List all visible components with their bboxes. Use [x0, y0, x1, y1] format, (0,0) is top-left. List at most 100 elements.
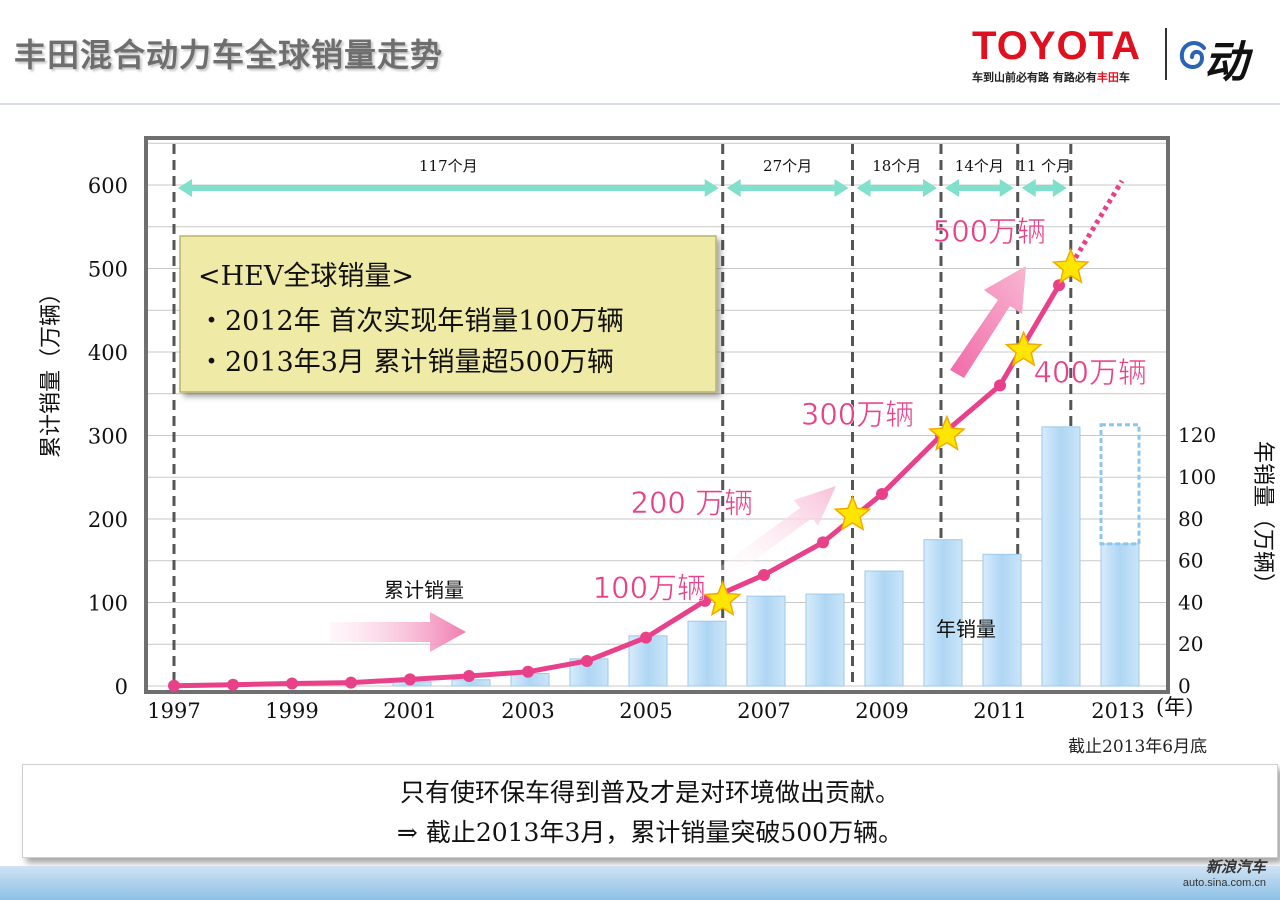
period-label: 14个月 — [955, 157, 1004, 175]
milestone-label: 200 万辆 — [631, 486, 754, 520]
y-left-tick-label: 500 — [88, 258, 128, 282]
swirl-logo-icon — [1179, 41, 1206, 69]
projected-bar-outline — [1099, 423, 1141, 546]
x-tick-label: 2009 — [855, 699, 908, 723]
annual-bar — [805, 593, 845, 687]
logo-tagline: 车到山前必有路 有路必有丰田车 — [972, 71, 1130, 84]
milestone-label: 400万辆 — [1034, 355, 1147, 389]
y-right-tick-label: 80 — [1178, 507, 1203, 531]
cumulative-point — [758, 568, 770, 581]
annual-bar — [1041, 426, 1081, 687]
period-arrowhead — [1052, 179, 1067, 197]
milestone-star-icon — [1051, 247, 1090, 284]
logo-brushmark: 动 — [1204, 37, 1248, 88]
logo-divider — [1165, 28, 1167, 80]
info-box-line1: ・2012年 首次实现年销量100万辆 — [198, 306, 624, 337]
axes: 0 100 200 300 400 500 600 0 20 40 60 80 100 120 1997 19… — [39, 174, 1275, 723]
cumulative-point — [699, 594, 711, 607]
cumulative-point — [522, 665, 534, 678]
y-right-tick-label: 20 — [1178, 632, 1203, 656]
period-label: 11 个月 — [1017, 157, 1071, 175]
header-divider — [0, 103, 1280, 105]
y-left-tick-label: 600 — [88, 174, 128, 198]
period-arrowhead — [856, 179, 871, 197]
period-label: 27个月 — [763, 157, 812, 175]
series-label-annual: 年销量 — [936, 617, 996, 641]
cumulative-point — [876, 487, 888, 500]
series-label-cumulative: 累计销量 — [384, 578, 464, 602]
y-right-tick-label: 100 — [1178, 465, 1216, 489]
annual-bar — [746, 595, 786, 687]
y-left-tick-label: 300 — [88, 425, 128, 449]
annual-bar — [982, 553, 1022, 687]
x-tick-label: 2001 — [383, 699, 436, 723]
info-box-line2: ・2013年3月 累计销量超500万辆 — [198, 347, 614, 378]
x-tick-label: 1999 — [265, 699, 318, 723]
milestone-star-icon — [833, 494, 872, 531]
milestone-label: 100万辆 — [593, 571, 706, 605]
x-tick-label: 2013 — [1091, 699, 1144, 723]
sina-watermark: 新浪汽车 auto.sina.com.cn — [1183, 856, 1266, 889]
y-right-tick-label: 0 — [1178, 674, 1191, 698]
pink-arrow-mid — [718, 486, 836, 578]
period-arrowhead — [834, 179, 849, 197]
conclusion-line1: 只有使环保车得到普及才是对环境做出贡献。 — [399, 778, 900, 807]
y-right-tick-label: 120 — [1178, 423, 1216, 447]
cumulative-point — [345, 676, 357, 689]
x-tick-label: 1997 — [147, 699, 200, 723]
annual-bar — [1100, 543, 1140, 687]
period-arrowhead — [726, 179, 741, 197]
info-box-title: <HEV全球销量> — [198, 261, 414, 292]
x-tick-label: 2007 — [737, 699, 790, 723]
milestone-stars: 100万辆 200 万辆 300万辆 400万辆 500万辆 — [592, 214, 1147, 617]
cumulative-point — [581, 654, 593, 667]
cumulative-point — [640, 631, 652, 644]
period-label: 18个月 — [872, 157, 921, 175]
cumulative-point — [1053, 279, 1065, 292]
y-left-tick-label: 0 — [115, 675, 128, 699]
y-right-axis-label: 年销量（万辆） — [1250, 441, 1275, 595]
y-left-tick-label: 200 — [88, 508, 128, 532]
period-arrowhead — [999, 179, 1014, 197]
milestone-star-icon — [703, 580, 742, 617]
pink-arrow-large — [950, 266, 1026, 378]
hybrid-sales-chart: 117个月 27个月 18个月 14个月 11 个月 <HEV全球销量> ・2012年 … — [39, 136, 1275, 757]
milestone-star-icon — [1004, 330, 1043, 367]
x-tick-label: 2005 — [619, 699, 672, 723]
cumulative-point — [463, 669, 475, 682]
annual-bar — [687, 620, 727, 687]
annual-bar — [923, 539, 963, 687]
period-arrowhead — [178, 179, 192, 197]
info-box — [179, 235, 717, 393]
period-arrowhead — [945, 179, 959, 197]
y-right-tick-label: 60 — [1178, 549, 1203, 573]
watermark-name: 新浪汽车 — [1205, 858, 1266, 876]
cumulative-sales-line — [168, 179, 1125, 692]
y-right-tick-label: 40 — [1178, 590, 1203, 614]
y-left-axis-label: 累计销量（万辆） — [39, 282, 64, 458]
x-unit-label: (年) — [1156, 695, 1193, 719]
conclusion-box: 只有使环保车得到普及才是对环境做出贡献。 ⇒ 截止2013年3月，累计销量突破5… — [22, 764, 1278, 858]
period-arrowhead — [704, 179, 719, 197]
pink-arrow-cumulative — [330, 612, 466, 652]
period-arrowhead — [1021, 179, 1036, 197]
period-arrowhead — [923, 179, 937, 197]
cumulative-point — [168, 679, 180, 692]
cumulative-point — [227, 678, 239, 691]
y-left-tick-label: 400 — [88, 341, 128, 365]
logo-wordmark: TOYOTA — [972, 24, 1141, 68]
cumulative-point — [817, 536, 829, 549]
cumulative-point — [994, 379, 1006, 392]
period-label: 117个月 — [419, 157, 478, 175]
watermark-url: auto.sina.com.cn — [1182, 877, 1266, 889]
x-tick-label: 2011 — [973, 699, 1026, 723]
page-title: 丰田混合动力车全球销量走势 — [14, 36, 444, 74]
cumulative-point — [404, 673, 416, 686]
cumulative-point — [286, 677, 298, 690]
conclusion-line2: ⇒ 截止2013年3月，累计销量突破500万辆。 — [396, 818, 904, 847]
milestone-star-icon — [927, 414, 966, 451]
footer-band — [0, 866, 1280, 900]
chart-note: 截止2013年6月底 — [1068, 737, 1207, 757]
x-tick-label: 2003 — [501, 699, 554, 723]
y-left-tick-label: 100 — [88, 592, 128, 616]
